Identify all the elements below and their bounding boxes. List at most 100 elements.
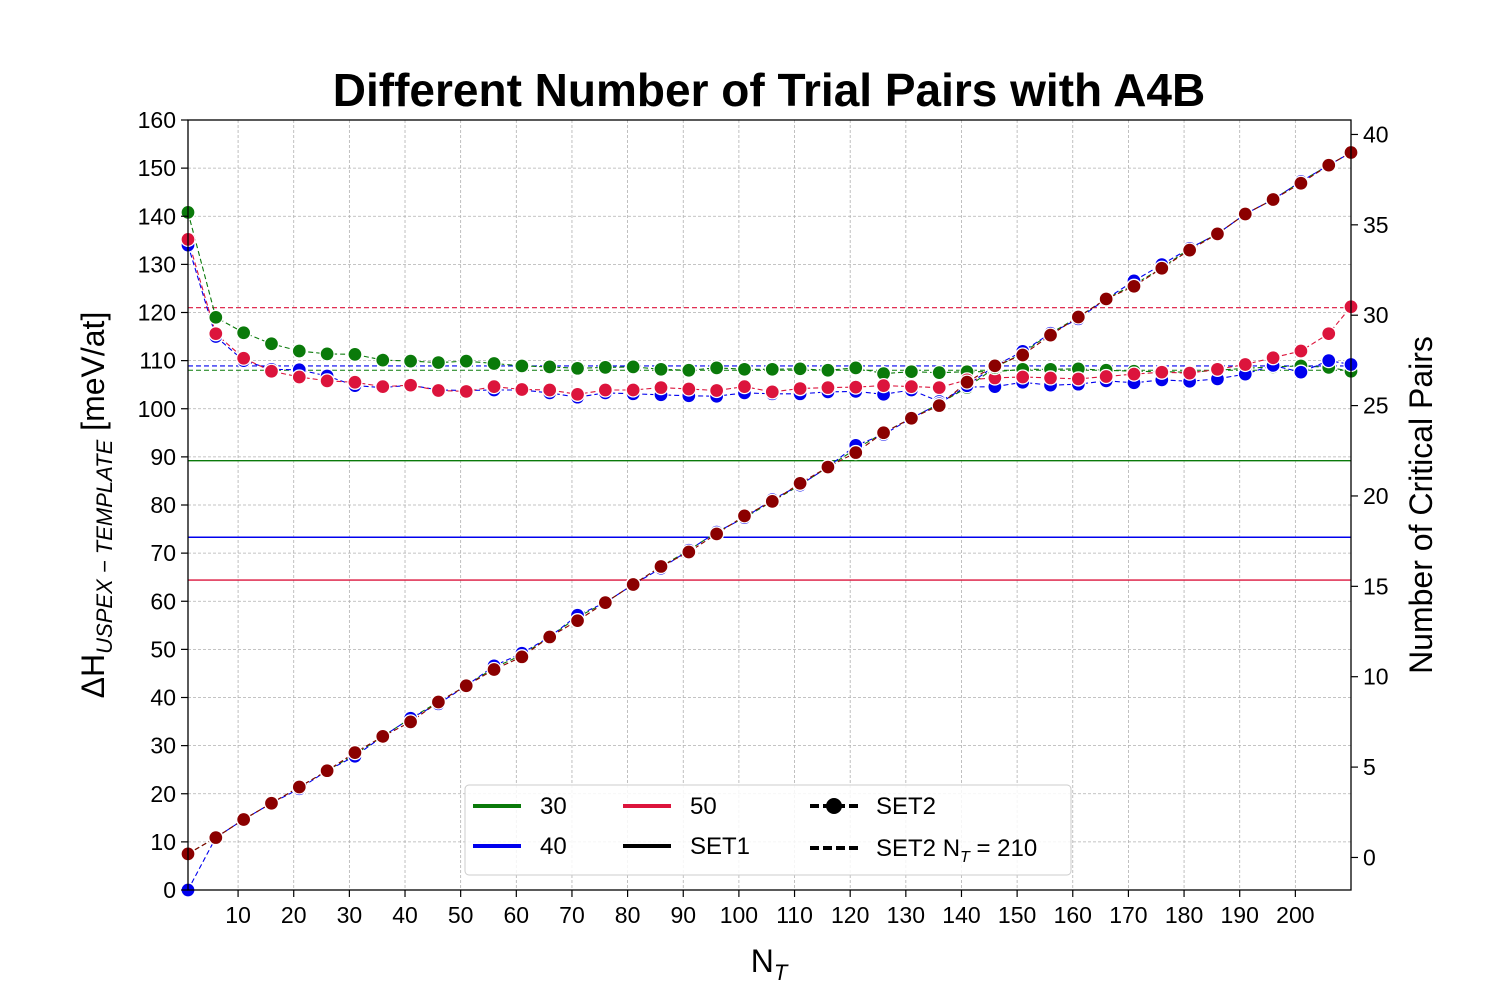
data-point-50-left <box>430 382 447 399</box>
data-point-50-right <box>848 444 864 461</box>
y2-tick-label: 0 <box>1363 844 1376 870</box>
data-point-50-left <box>1042 370 1059 386</box>
y2-tick-label: 40 <box>1363 121 1389 147</box>
data-point-50-left <box>764 384 780 400</box>
data-point-30-left <box>235 325 252 341</box>
data-point-50-right <box>375 728 391 745</box>
data-point-50-right <box>430 694 447 710</box>
y-tick-label: 100 <box>138 396 176 422</box>
data-point-30-left <box>347 346 363 363</box>
x-tick-label: 130 <box>887 902 925 928</box>
data-point-50-left <box>458 383 474 400</box>
y-tick-label: 40 <box>150 685 176 711</box>
data-point-50-right <box>653 558 669 575</box>
x-tick-label: 120 <box>831 902 869 928</box>
y-axis-ticks: 0 10 20 30 40 50 60 70 80 90 100 110 120 130 140 150 160 <box>138 107 188 903</box>
data-point-50-right <box>1098 291 1114 307</box>
data-point-50-right <box>458 678 474 694</box>
legend-marker-set2 <box>826 798 842 814</box>
x-tick-label: 180 <box>1165 902 1203 928</box>
data-point-30-left <box>625 359 641 375</box>
reference-lines <box>188 307 1351 581</box>
data-point-50-right <box>1265 191 1281 208</box>
y-tick-label: 110 <box>139 348 176 374</box>
data-point-50-right <box>875 425 892 441</box>
data-point-30-left <box>736 361 753 377</box>
data-point-50-left <box>569 386 586 402</box>
data-point-30-left <box>708 360 725 376</box>
x-tick-label: 40 <box>392 902 418 928</box>
data-point-30-left <box>514 358 530 374</box>
x-tick-label: 80 <box>615 902 641 928</box>
x-tick-label: 90 <box>670 902 696 928</box>
legend-label-set2-nt210: SET2 NT = 210 <box>876 835 1037 866</box>
data-point-50-left <box>1098 368 1114 385</box>
data-point-50-right <box>347 744 363 761</box>
data-point-50-right <box>1209 226 1226 242</box>
data-point-50-right <box>291 779 307 795</box>
y-tick-label: 50 <box>150 636 176 662</box>
y2-axis-label: Number of Critical Pairs <box>1403 336 1439 674</box>
data-point-30-left <box>820 362 836 378</box>
data-point-50-left <box>1126 366 1142 382</box>
data-point-30-left <box>597 359 613 376</box>
data-point-50-right <box>514 649 530 665</box>
y2-tick-label: 35 <box>1363 212 1389 238</box>
data-point-50-right <box>959 374 975 390</box>
x-tick-label: 30 <box>337 902 363 928</box>
y-tick-label: 10 <box>150 829 176 855</box>
legend-label-30: 30 <box>540 793 567 820</box>
data-point-50-left <box>903 378 920 395</box>
data-point-50-left <box>708 382 725 399</box>
data-point-30-left <box>208 309 224 325</box>
data-point-30-left <box>263 336 280 352</box>
data-point-30-left <box>848 360 864 376</box>
data-point-50-left <box>597 382 613 398</box>
legend: 30 40 50 SET1 SET2 SET2 NT = 210 <box>464 784 1072 876</box>
data-point-50-left <box>486 378 502 395</box>
y-tick-label: 0 <box>163 877 176 903</box>
chart-title: Different Number of Trial Pairs with A4B <box>333 64 1205 116</box>
data-point-30-left <box>402 353 419 369</box>
data-point-50-right <box>208 829 224 846</box>
series-line-40-left <box>187 244 1352 403</box>
data-point-50-right <box>931 397 947 414</box>
data-point-40-left <box>1321 352 1337 369</box>
data-point-50-right <box>736 508 753 524</box>
y2-tick-label: 30 <box>1363 302 1389 328</box>
legend-label-set1: SET1 <box>690 833 750 860</box>
data-point-50-left <box>235 350 252 366</box>
y-tick-label: 60 <box>150 588 176 614</box>
data-point-50-right <box>1070 309 1086 325</box>
y-tick-label: 130 <box>138 251 176 277</box>
y2-tick-label: 20 <box>1363 483 1389 509</box>
x-tick-label: 140 <box>942 902 980 928</box>
data-point-30-left <box>569 360 586 376</box>
data-point-50-left <box>291 369 307 385</box>
data-point-50-right <box>1015 347 1031 363</box>
data-point-50-left <box>319 373 335 389</box>
data-point-50-left <box>820 379 836 396</box>
y2-axis-ticks: 0 5 10 15 20 25 30 35 40 <box>1351 121 1389 870</box>
x-tick-label: 20 <box>281 902 307 928</box>
data-point-30-left <box>792 361 808 377</box>
data-point-50-right <box>625 576 641 593</box>
data-point-50-left <box>1154 364 1170 380</box>
data-point-50-right <box>792 475 808 491</box>
data-point-50-left <box>653 379 669 396</box>
x-tick-label: 10 <box>225 902 251 928</box>
data-point-50-right <box>402 714 419 730</box>
data-point-30-left <box>542 359 558 375</box>
data-point-50-right <box>1321 157 1337 173</box>
data-point-50-left <box>931 379 947 396</box>
data-point-50-left <box>1181 365 1198 381</box>
data-point-50-left <box>875 377 892 394</box>
x-tick-label: 60 <box>504 902 530 928</box>
data-point-30-left <box>375 352 391 368</box>
data-point-50-left <box>848 379 864 395</box>
data-point-50-left <box>1015 369 1031 385</box>
data-point-30-left <box>653 361 669 377</box>
legend-label-set2: SET2 <box>876 793 936 820</box>
data-point-50-left <box>375 378 391 395</box>
data-point-50-left <box>402 377 419 393</box>
